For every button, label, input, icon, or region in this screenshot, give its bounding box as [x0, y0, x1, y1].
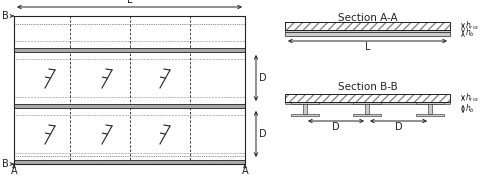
Polygon shape — [285, 30, 450, 32]
Text: D: D — [394, 122, 402, 132]
Text: A: A — [10, 166, 18, 176]
Text: D: D — [259, 129, 266, 139]
Text: $h_b$: $h_b$ — [465, 103, 475, 115]
Polygon shape — [416, 102, 444, 104]
Text: A: A — [242, 166, 248, 176]
Polygon shape — [365, 104, 369, 114]
Text: B: B — [2, 11, 8, 21]
Text: D: D — [259, 73, 266, 83]
Polygon shape — [416, 114, 444, 116]
Text: Section B-B: Section B-B — [338, 82, 398, 92]
Polygon shape — [285, 102, 450, 104]
Polygon shape — [14, 104, 245, 108]
Text: L: L — [365, 42, 370, 52]
Polygon shape — [353, 114, 381, 116]
Polygon shape — [291, 114, 319, 116]
Text: D: D — [332, 122, 340, 132]
Polygon shape — [353, 102, 381, 104]
Polygon shape — [303, 104, 307, 114]
Polygon shape — [14, 48, 245, 52]
Polygon shape — [285, 22, 450, 30]
Polygon shape — [291, 102, 319, 104]
Polygon shape — [428, 104, 432, 114]
Text: $h_{rcs}$: $h_{rcs}$ — [465, 92, 479, 104]
Text: Section A-A: Section A-A — [338, 13, 398, 23]
Text: L: L — [127, 0, 132, 5]
Text: $h_{rcs}$: $h_{rcs}$ — [465, 20, 479, 32]
Polygon shape — [285, 94, 450, 102]
Polygon shape — [285, 32, 450, 36]
Polygon shape — [14, 160, 245, 164]
Text: $h_b$: $h_b$ — [465, 27, 475, 39]
Text: B: B — [2, 159, 8, 169]
